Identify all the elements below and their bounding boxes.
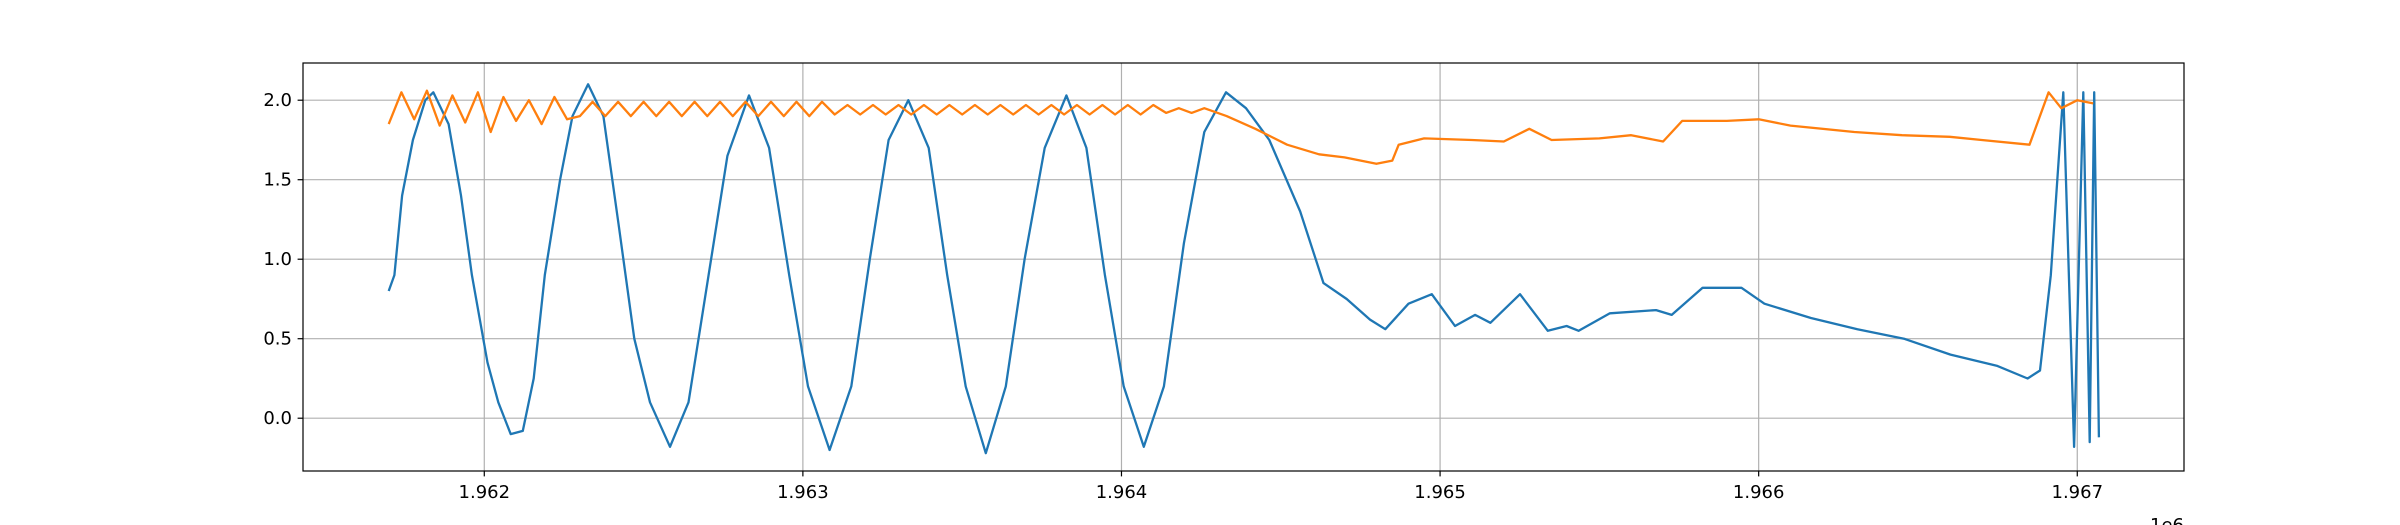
- y-tick-label: 2.0: [263, 90, 292, 111]
- y-tick-label: 1.5: [263, 170, 292, 191]
- series-line: [387, 83, 2101, 455]
- y-tick-label: 0.5: [263, 329, 292, 350]
- x-tick-label: 1.966: [1733, 482, 1785, 503]
- x-tick-label: 1.963: [777, 482, 829, 503]
- plot-frame: [302, 62, 2185, 472]
- x-offset-label: 1e6: [2150, 515, 2184, 525]
- y-tick-label: 0.0: [263, 408, 292, 429]
- series-line: [387, 89, 2094, 165]
- x-tick-label: 1.962: [459, 482, 511, 503]
- y-tick-label: 1.0: [263, 249, 292, 270]
- x-tick-label: 1.964: [1096, 482, 1148, 503]
- x-tick-label: 1.967: [2052, 482, 2104, 503]
- x-tick-label: 1.965: [1414, 482, 1466, 503]
